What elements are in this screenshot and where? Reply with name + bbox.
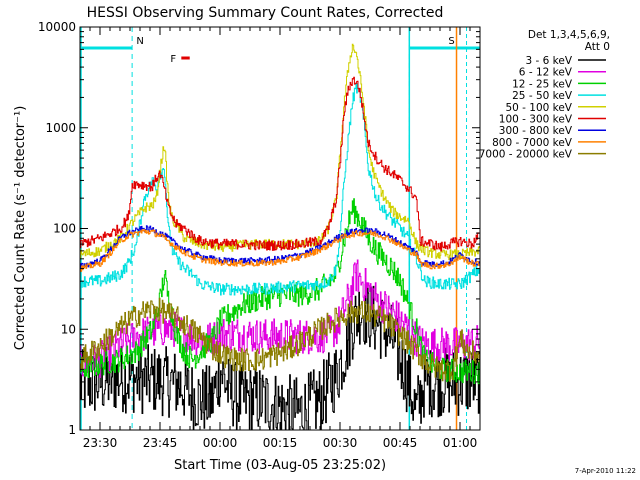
series-line [80, 297, 480, 382]
chart-title: HESSI Observing Summary Count Rates, Cor… [87, 5, 444, 21]
flag-label: F [170, 54, 176, 65]
x-tick-label: 00:45 [383, 436, 418, 450]
series-line [80, 282, 480, 431]
series-lines [80, 43, 480, 431]
series-line [80, 198, 480, 385]
legend-header-line-2: Att 0 [585, 41, 610, 53]
x-tick-label: 00:15 [263, 436, 298, 450]
x-axis-label: Start Time (03-Aug-05 23:25:02) [174, 458, 386, 473]
legend-label: 50 - 100 keV [505, 102, 572, 114]
legend-label: 6 - 12 keV [519, 67, 573, 79]
y-tick-label: 10 [61, 322, 76, 336]
legend-label: 3 - 6 keV [525, 55, 572, 67]
legend-label: 12 - 25 keV [512, 78, 573, 90]
legend-label: 300 - 800 keV [499, 125, 573, 137]
legend-label: 100 - 300 keV [499, 114, 573, 126]
footer-timestamp: 7-Apr-2010 11:22 [575, 467, 636, 475]
flag-label: S [448, 36, 454, 47]
x-tick-label: 23:30 [83, 436, 118, 450]
axes: 23:30 23:45 00:00 00:15 00:30 00:45 01:00 1 10 10… [38, 20, 481, 450]
legend-label: 800 - 7000 keV [492, 137, 573, 149]
y-tick-label: 1000 [45, 121, 76, 135]
flag-label: N [136, 36, 143, 47]
series-line [80, 76, 480, 252]
x-tick-label: 00:30 [323, 436, 358, 450]
x-tick-label: 01:00 [443, 436, 478, 450]
legend-header-line-1: Det 1,3,4,5,6,9, [528, 29, 610, 41]
y-tick-label: 1 [68, 423, 76, 437]
y-axis-label: Corrected Count Rate (s⁻¹ detector⁻¹) [13, 106, 28, 351]
legend-label: 7000 - 20000 keV [479, 149, 573, 161]
x-tick-label: 23:45 [143, 436, 178, 450]
series-line [80, 229, 480, 272]
legend-label: 25 - 50 keV [512, 90, 573, 102]
y-tick-label: 10000 [38, 20, 76, 34]
y-tick-label: 100 [53, 222, 76, 236]
x-tick-label: 00:00 [203, 436, 238, 450]
